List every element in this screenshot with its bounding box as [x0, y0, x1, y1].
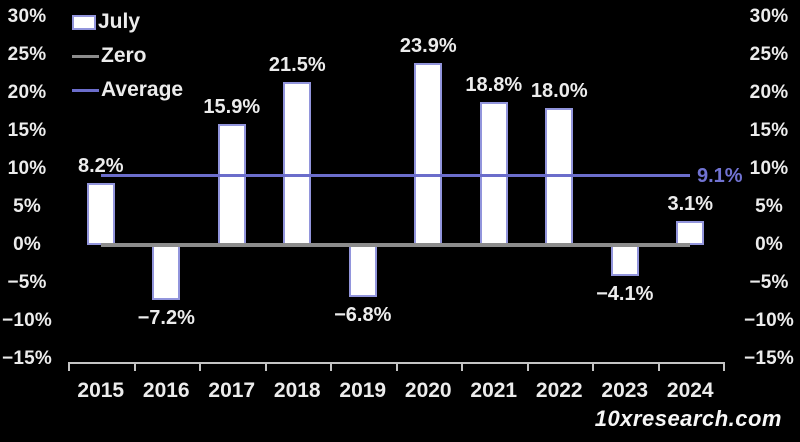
y-tick-left-15: 15% [7, 120, 47, 141]
y-tick-right-30: 30% [749, 6, 789, 27]
legend-label-july: July [98, 10, 141, 33]
bar-2020 [414, 63, 443, 245]
x-tick-label-2022: 2022 [535, 379, 583, 402]
x-tick-mark-10 [723, 362, 725, 371]
zero-line [100, 243, 691, 247]
bar-swatch-icon [72, 14, 96, 30]
zero-line-swatch-icon [72, 54, 99, 58]
y-tick-right-25: 25% [749, 44, 789, 65]
x-tick-mark-5 [395, 362, 398, 371]
x-tick-label-2016: 2016 [142, 379, 190, 402]
value-label-2021: 18.8% [465, 74, 523, 97]
bar-2024 [676, 221, 705, 245]
watermark: 10xresearch.com [594, 406, 782, 431]
y-tick-left-25: 25% [7, 44, 47, 65]
bar-2021 [479, 102, 508, 245]
average-line-swatch-icon [72, 88, 99, 92]
x-tick-label-2018: 2018 [273, 379, 321, 402]
y-tick-right-20: 20% [749, 82, 789, 103]
legend-item-zero: Zero [72, 44, 183, 68]
x-tick-mark-4 [330, 362, 332, 371]
x-tick-label-2015: 2015 [77, 379, 125, 402]
average-line [100, 174, 691, 178]
bar-2016 [152, 245, 181, 300]
value-label-2020: 23.9% [399, 35, 457, 58]
x-tick-mark-9 [657, 362, 660, 371]
y-tick-left-20: 20% [7, 82, 47, 103]
bar-2018 [283, 81, 312, 245]
x-tick-mark-0 [68, 362, 70, 371]
y-tick-right--5: −5% [749, 272, 789, 293]
value-label-2016: −7.2% [137, 306, 195, 329]
y-tick-left-0: 0% [13, 234, 41, 255]
y-tick-left-30: 30% [7, 6, 47, 27]
y-tick-right-0: 0% [755, 234, 783, 255]
y-tick-left--15: −15% [2, 348, 52, 369]
x-tick-mark-1 [133, 362, 136, 371]
y-tick-left-10: 10% [7, 158, 47, 179]
y-tick-right-15: 15% [749, 120, 789, 141]
x-tick-mark-8 [592, 362, 594, 371]
y-tick-right-10: 10% [749, 158, 789, 179]
x-tick-label-2023: 2023 [601, 379, 649, 402]
y-tick-right--10: −10% [744, 310, 794, 331]
x-tick-label-2019: 2019 [339, 379, 387, 402]
bar-2017 [217, 124, 246, 245]
average-value-label: 9.1% [697, 165, 743, 187]
bar-2023 [610, 245, 639, 277]
x-tick-label-2021: 2021 [470, 379, 518, 402]
x-tick-mark-3 [264, 362, 267, 371]
y-tick-left--5: −5% [7, 272, 47, 293]
x-tick-label-2020: 2020 [404, 379, 452, 402]
legend: July Zero Average [72, 10, 183, 102]
value-label-2015: 8.2% [77, 154, 124, 177]
x-tick-mark-6 [461, 362, 463, 371]
y-tick-right--15: −15% [744, 348, 794, 369]
legend-label-average: Average [101, 78, 184, 101]
legend-item-average: Average [72, 78, 183, 102]
value-label-2023: −4.1% [596, 283, 654, 306]
value-label-2018: 21.5% [268, 53, 326, 76]
x-tick-mark-2 [199, 362, 201, 371]
value-label-2019: −6.8% [334, 303, 392, 326]
x-tick-mark-7 [526, 362, 529, 371]
x-tick-label-2024: 2024 [666, 379, 714, 402]
y-tick-left--10: −10% [2, 310, 52, 331]
bar-2015 [86, 182, 115, 245]
bar-2019 [348, 245, 377, 297]
value-label-2017: 15.9% [203, 96, 261, 119]
x-tick-label-2017: 2017 [208, 379, 256, 402]
legend-item-july: July [72, 10, 183, 34]
value-label-2022: 18.0% [530, 80, 588, 103]
y-tick-right-5: 5% [755, 196, 783, 217]
value-label-2024: 3.1% [667, 193, 714, 216]
y-tick-left-5: 5% [13, 196, 41, 217]
legend-label-zero: Zero [101, 44, 147, 67]
